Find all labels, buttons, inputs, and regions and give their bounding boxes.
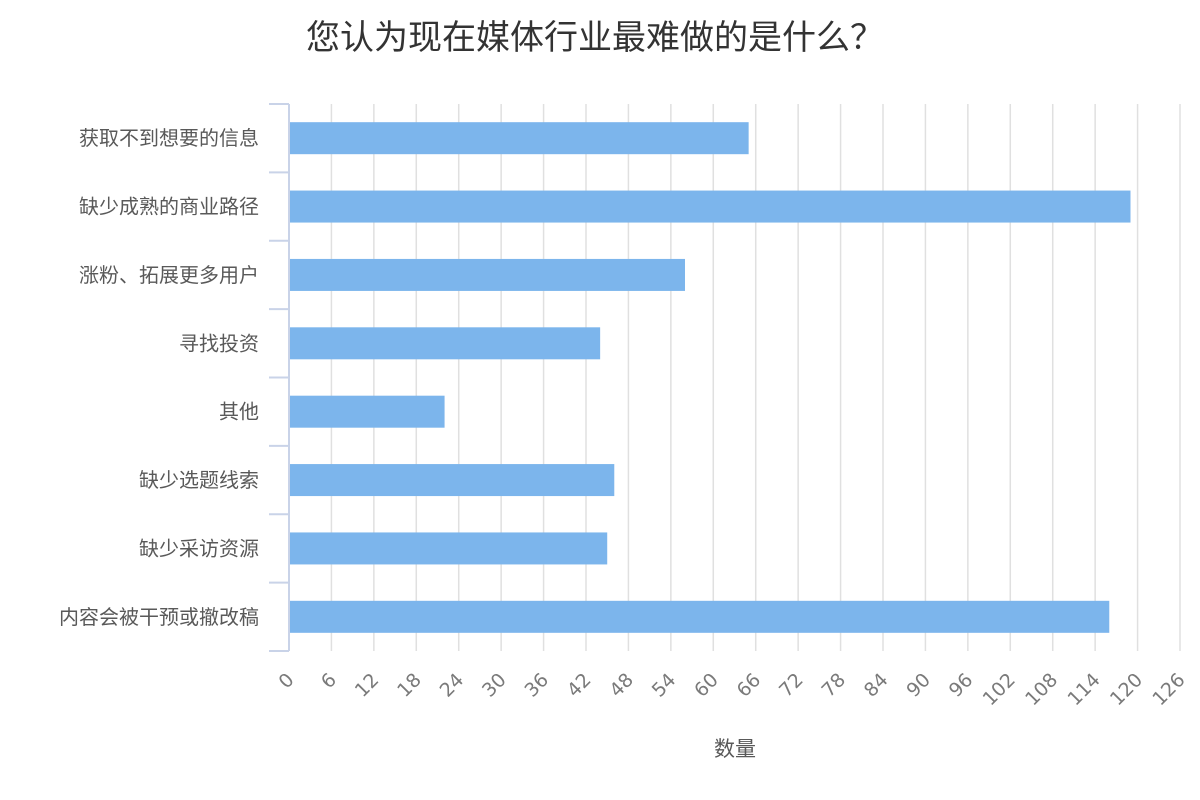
x-tick-label: 126: [1148, 669, 1189, 710]
category-label: 其他: [219, 400, 259, 424]
x-tick-label: 60: [690, 669, 723, 702]
x-tick-label: 18: [393, 669, 426, 702]
category-labels: 获取不到想要的信息缺少成熟的商业路径涨粉、拓展更多用户寻找投资其他缺少选题线索缺…: [59, 126, 259, 629]
category-label: 内容会被干预或撤改稿: [59, 605, 259, 629]
x-tick-labels: 0 6 12 18 24 30 36 42 48 54 60 66 72 78 84 90 96 102 108 11…: [274, 669, 1189, 710]
category-label: 寻找投资: [179, 331, 259, 355]
x-tick-label: 66: [733, 669, 766, 702]
x-tick-label: 54: [648, 669, 681, 702]
bar: [290, 190, 1131, 223]
category-label: 缺少采访资源: [139, 536, 259, 560]
bar: [290, 600, 1110, 633]
x-tick-label: 102: [979, 669, 1020, 710]
category-label: 获取不到想要的信息: [79, 126, 259, 150]
x-tick-label: 90: [902, 669, 935, 702]
x-tick-label: 24: [436, 669, 469, 702]
x-tick-label: 6: [317, 669, 341, 693]
chart-title: 您认为现在媒体行业最难做的是什么？: [306, 18, 884, 58]
axes: [269, 103, 290, 652]
category-label: 缺少成熟的商业路径: [79, 195, 259, 219]
bar: [290, 258, 685, 291]
bars: [290, 122, 1131, 633]
x-tick-label: 108: [1021, 669, 1062, 710]
x-tick-label: 72: [775, 669, 808, 702]
x-tick-label: 96: [945, 669, 978, 702]
x-tick-label: 42: [563, 669, 596, 702]
bar: [290, 532, 608, 565]
bar: [290, 327, 601, 360]
x-tick-label: 36: [520, 669, 553, 702]
grid-lines: [330, 104, 1181, 651]
x-tick-label: 78: [817, 669, 850, 702]
x-tick-label: 30: [478, 669, 511, 702]
category-label: 缺少选题线索: [139, 468, 259, 492]
x-tick-label: 84: [860, 669, 893, 702]
category-label: 涨粉、拓展更多用户: [79, 263, 259, 287]
x-tick-label: 12: [351, 669, 384, 702]
bar: [290, 122, 749, 155]
x-tick-label: 48: [605, 669, 638, 702]
x-axis-title: 数量: [714, 737, 756, 761]
x-tick-label: 120: [1106, 669, 1147, 710]
bar: [290, 395, 445, 428]
x-tick-label: 0: [274, 669, 298, 693]
bar: [290, 464, 615, 497]
x-tick-label: 114: [1063, 669, 1104, 710]
